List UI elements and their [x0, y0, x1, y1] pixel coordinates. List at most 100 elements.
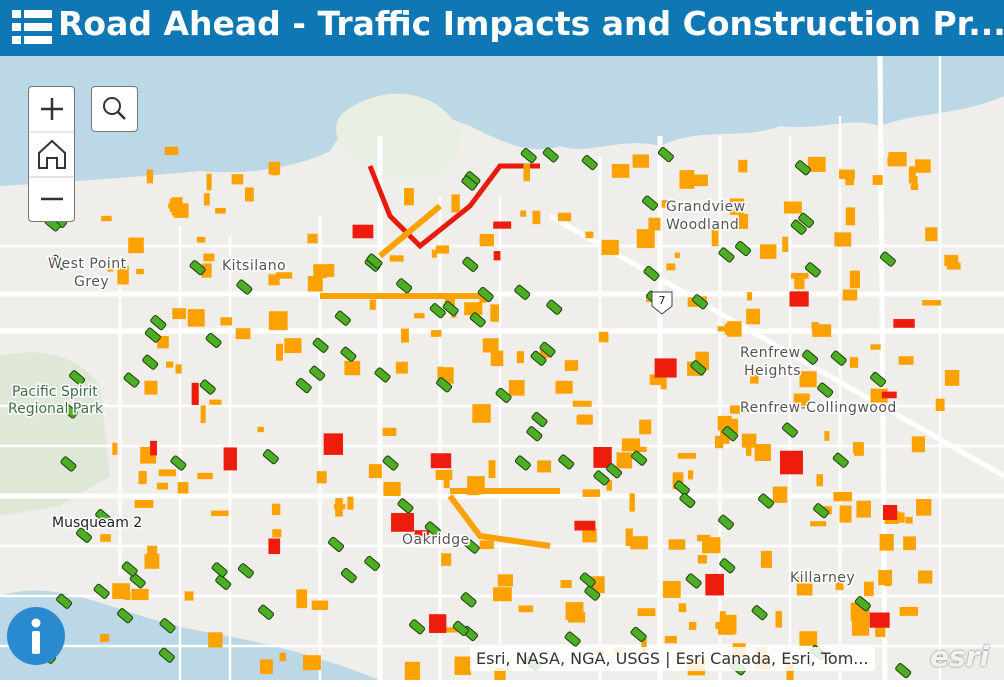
- closure-area: [789, 291, 809, 307]
- park: [336, 93, 461, 181]
- camera-marker: [477, 286, 494, 303]
- construction-area: [100, 634, 110, 642]
- camera-marker: [802, 349, 819, 365]
- construction-area: [389, 255, 404, 262]
- construction-area: [316, 471, 327, 484]
- camera-marker: [879, 251, 896, 267]
- construction-area: [488, 460, 496, 479]
- camera-marker: [144, 327, 161, 343]
- construction-area: [435, 469, 453, 480]
- water: [0, 56, 1004, 186]
- construction-area: [648, 217, 661, 231]
- camera-marker: [495, 387, 512, 403]
- construction-area: [177, 482, 189, 494]
- camera-marker: [546, 299, 563, 315]
- construction-area: [630, 536, 648, 550]
- construction-area: [268, 311, 288, 331]
- camera-marker: [643, 265, 660, 281]
- construction-area: [302, 655, 321, 671]
- construction-area: [810, 521, 827, 527]
- closure-area: [882, 504, 898, 520]
- construction-area: [916, 499, 932, 516]
- camera-marker: [452, 620, 469, 636]
- construction-area: [606, 479, 612, 491]
- camera-marker: [832, 452, 849, 468]
- construction-area: [479, 540, 494, 550]
- construction-area: [621, 438, 641, 452]
- camera-marker: [735, 240, 752, 257]
- camera-marker: [409, 619, 426, 635]
- construction-area: [636, 229, 655, 249]
- construction-area: [864, 581, 874, 597]
- construction-area: [790, 272, 809, 279]
- camera-marker: [870, 371, 887, 388]
- construction-area: [430, 330, 442, 337]
- construction-area: [678, 603, 687, 613]
- search-icon: [103, 97, 126, 120]
- construction-area: [944, 369, 960, 386]
- menu-icon[interactable]: [12, 10, 52, 46]
- camera-marker: [895, 663, 912, 679]
- closure-area: [493, 251, 501, 261]
- construction-area: [144, 380, 158, 395]
- camera-marker: [366, 253, 383, 269]
- camera-marker: [606, 463, 623, 479]
- construction-area: [215, 208, 226, 214]
- construction-area: [875, 627, 886, 638]
- camera-marker: [328, 536, 345, 552]
- construction-area: [235, 328, 251, 340]
- camera-marker: [657, 147, 674, 163]
- construction-area: [918, 570, 933, 584]
- app-title: Road Ahead - Traffic Impacts and Constru…: [58, 4, 1004, 43]
- construction-area: [313, 264, 327, 279]
- construction-area: [431, 249, 437, 258]
- construction-area: [727, 321, 742, 337]
- construction-area: [532, 210, 541, 225]
- construction-area: [187, 309, 205, 327]
- construction-area: [641, 634, 647, 653]
- closure: [367, 163, 540, 250]
- camera-marker: [436, 377, 453, 393]
- camera-marker: [396, 278, 413, 294]
- camera-marker: [558, 454, 575, 470]
- construction-area: [794, 274, 805, 290]
- construction-area: [382, 427, 397, 437]
- construction-area: [772, 486, 788, 503]
- construction-area: [490, 304, 499, 322]
- construction-area: [711, 227, 719, 247]
- camera-marker: [584, 585, 601, 601]
- construction-area: [196, 236, 206, 243]
- camera-marker: [442, 301, 459, 317]
- camera-marker: [581, 154, 598, 171]
- camera-marker: [258, 604, 275, 620]
- highway-label: 7: [659, 294, 666, 307]
- camera-marker: [211, 562, 228, 578]
- construction-area: [845, 207, 856, 226]
- construction-area: [296, 589, 308, 609]
- search-button[interactable]: [91, 86, 138, 132]
- construction-area: [564, 360, 579, 371]
- camera-marker: [199, 379, 216, 395]
- home[interactable]: [38, 139, 66, 169]
- park-label: Pacific Spirit: [12, 384, 98, 400]
- place-label: Renfrew-Collingwood: [740, 400, 897, 416]
- place-label: Grandview: [666, 199, 746, 215]
- construction-area: [714, 435, 724, 449]
- info-button[interactable]: [6, 606, 66, 666]
- construction-area: [775, 611, 783, 628]
- construction-area: [435, 245, 450, 254]
- construction-area: [782, 236, 789, 252]
- park-label: Regional Park: [8, 401, 104, 417]
- map[interactable]: West Point Grey Kitsilano Grandview Wood…: [0, 56, 1004, 680]
- highway-shield: [651, 291, 673, 315]
- camera-marker: [312, 337, 329, 353]
- construction-area: [368, 464, 382, 479]
- camera-marker: [61, 403, 78, 419]
- construction-area: [898, 356, 914, 365]
- closure-area: [223, 447, 237, 471]
- zoom-in[interactable]: [41, 98, 63, 120]
- camera-marker: [722, 426, 739, 442]
- construction-area: [834, 232, 852, 247]
- construction-area: [276, 272, 293, 279]
